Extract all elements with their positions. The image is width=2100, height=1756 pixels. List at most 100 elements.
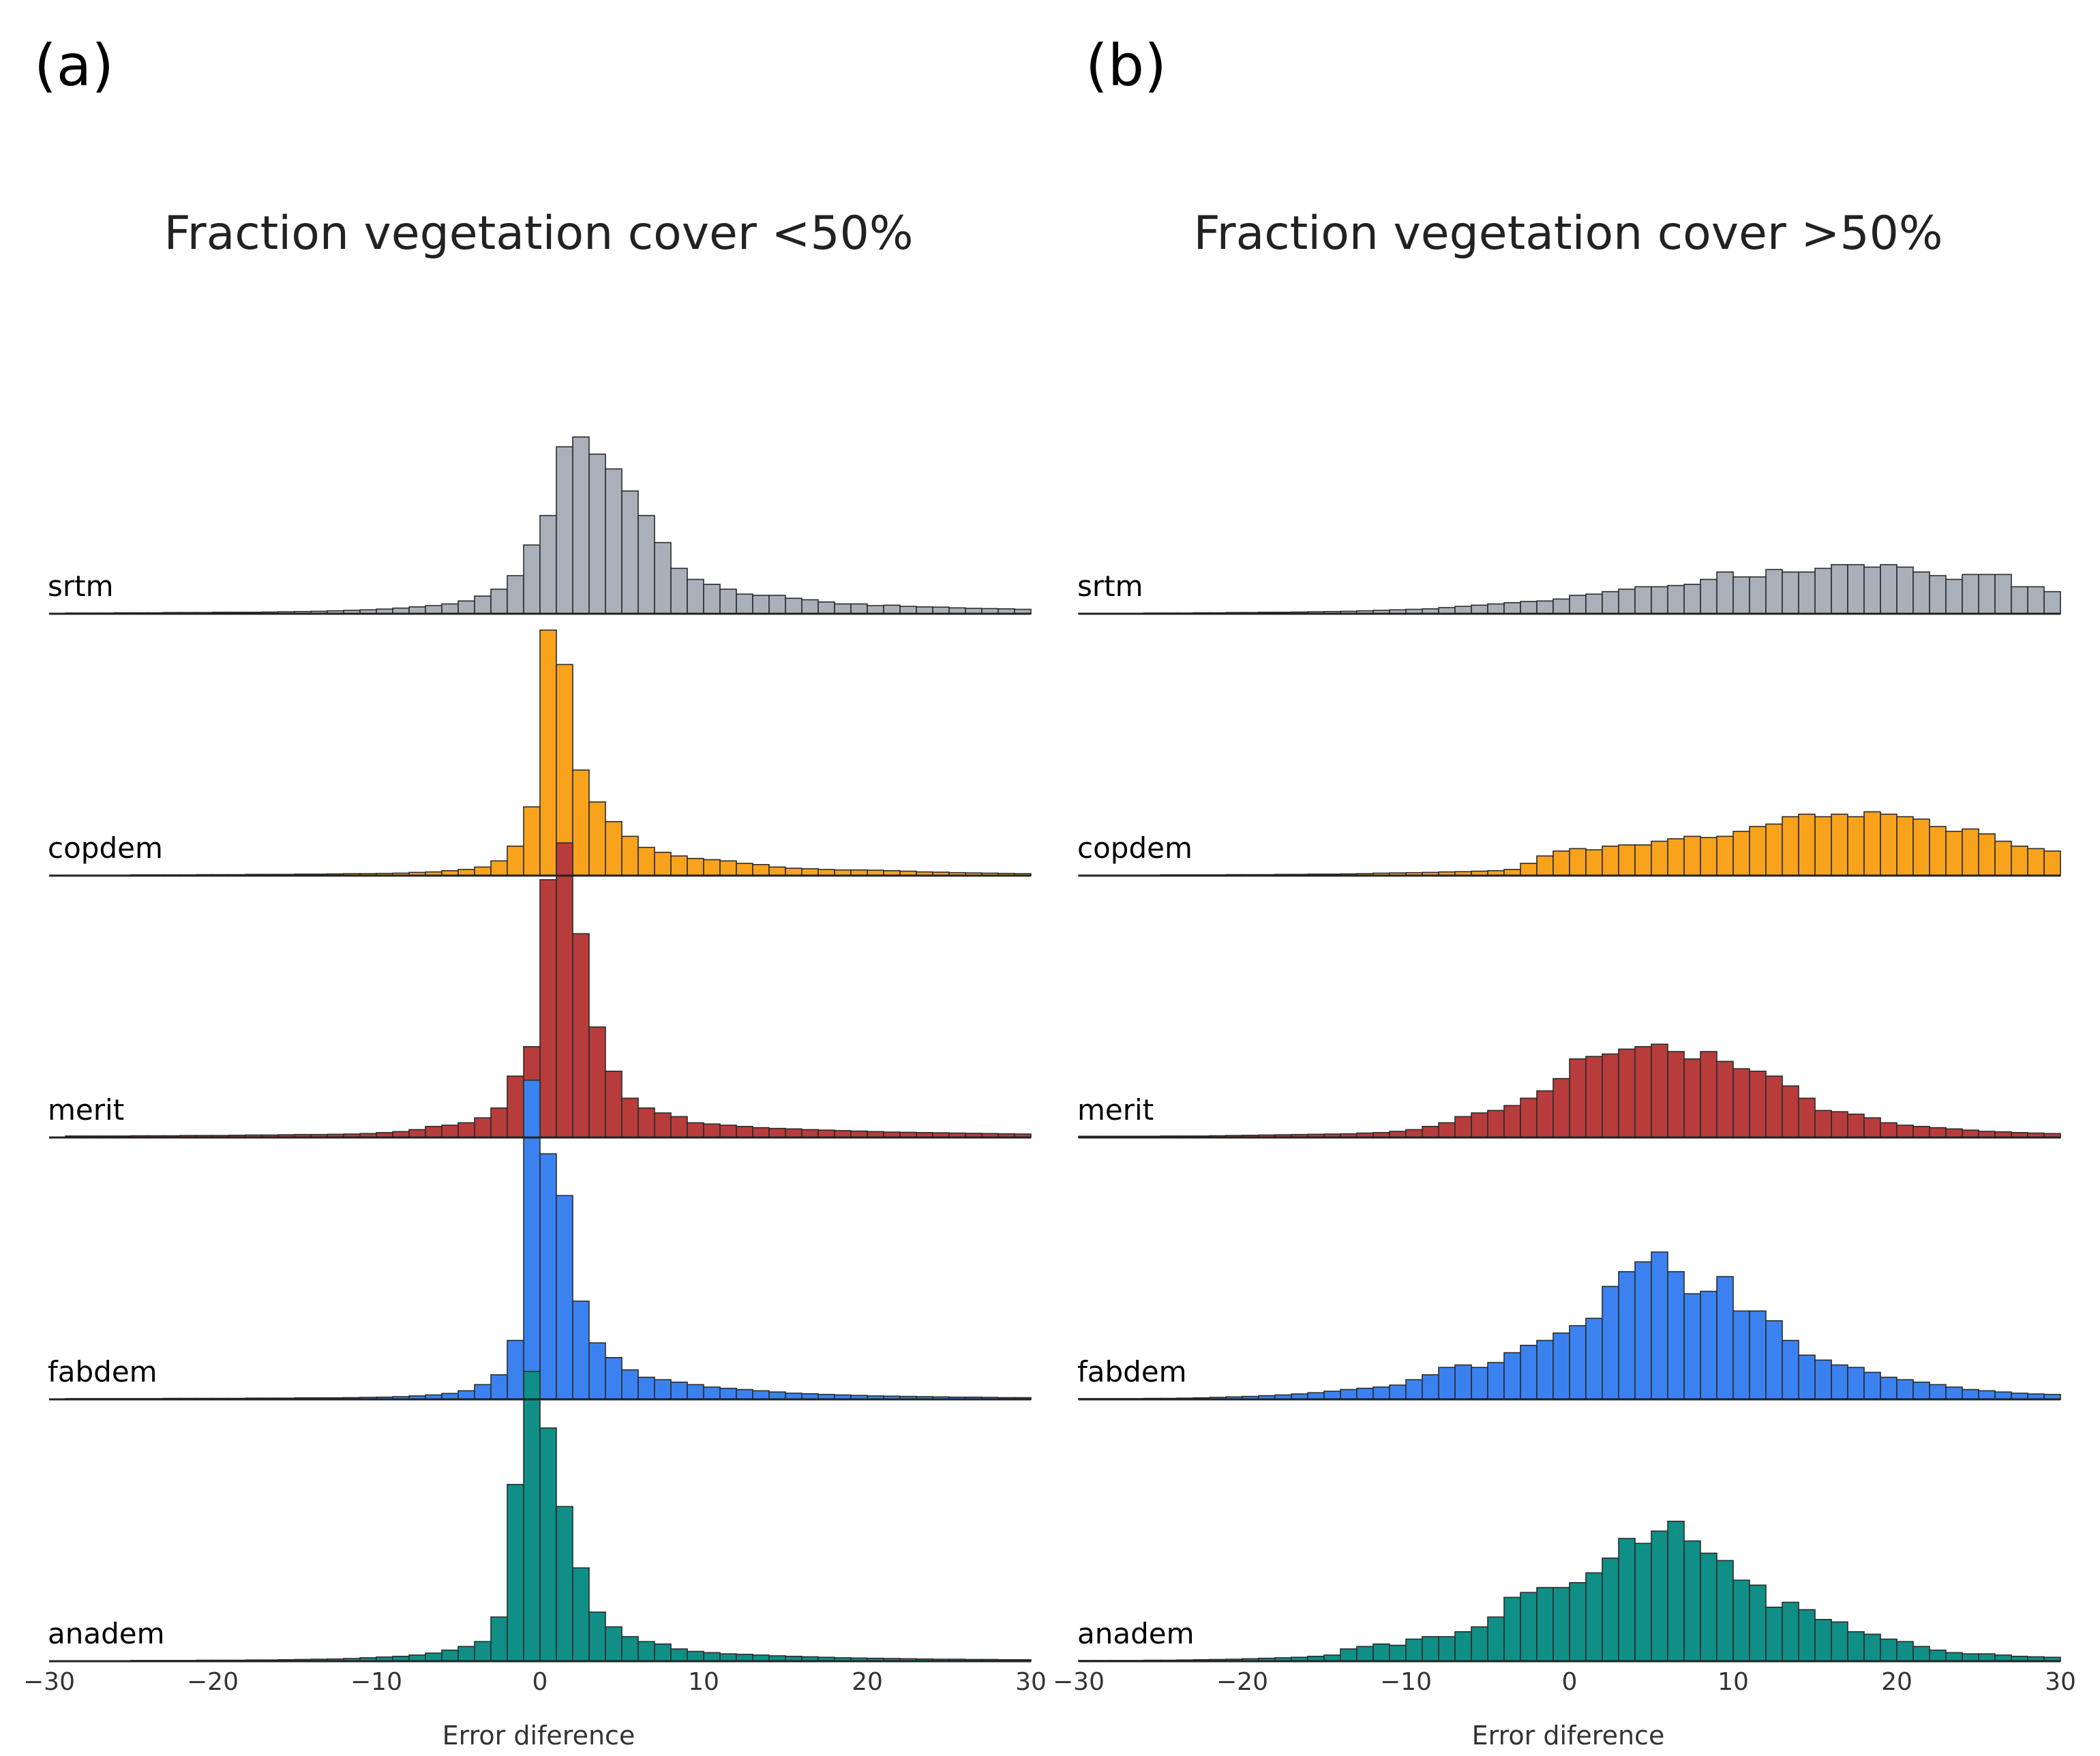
- bar-fabdem-bin--6: [1471, 1367, 1488, 1400]
- bar-anadem-bin-13: [1782, 1601, 1799, 1662]
- bar-anadem-bin--9: [1422, 1636, 1439, 1662]
- bar-copdem-bin-27: [2011, 846, 2028, 876]
- bar-srtm-bin-3: [1618, 589, 1636, 614]
- bar-anadem-bin--6: [1471, 1626, 1488, 1662]
- bar-fabdem-bin-1: [556, 1195, 573, 1400]
- bar-copdem-bin-1: [556, 664, 573, 876]
- bar-anadem-bin-9: [687, 1650, 704, 1662]
- bar-merit-bin-0: [539, 879, 557, 1138]
- bar-fabdem-bin-14: [1798, 1354, 1816, 1400]
- bar-copdem-bin-2: [572, 769, 590, 876]
- x-tick-label: 20: [852, 1668, 883, 1696]
- bar-srtm-bin-19: [1880, 564, 1897, 614]
- bar-srtm-bin--6: [441, 603, 459, 614]
- bar-copdem-bin-12: [736, 863, 753, 876]
- bar-merit-bin--1: [1552, 1077, 1570, 1138]
- bar-merit-bin--3: [490, 1107, 508, 1138]
- bar-fabdem-bin-9: [1716, 1276, 1734, 1400]
- bar-anadem-bin-1: [556, 1506, 573, 1662]
- bar-fabdem-bin--3: [490, 1374, 508, 1400]
- bar-copdem-bin--4: [474, 866, 492, 876]
- x-tick-label: 0: [532, 1668, 548, 1696]
- bar-merit-bin-18: [834, 1130, 852, 1138]
- bar-anadem-bin-0: [539, 1427, 557, 1662]
- bar-copdem-bin-0: [539, 629, 557, 876]
- bar-srtm-bin-22: [899, 606, 917, 614]
- bar-fabdem-bin--7: [1454, 1364, 1472, 1400]
- bar-fabdem-bin-6: [1667, 1271, 1685, 1400]
- bar-merit-bin-13: [752, 1127, 770, 1138]
- bar-srtm-bin-18: [1863, 566, 1881, 614]
- bar-merit-bin-10: [703, 1123, 721, 1138]
- bar-merit-bin-12: [1765, 1075, 1783, 1138]
- bar-fabdem-bin-2: [572, 1300, 590, 1400]
- bar-anadem-bin-24: [1962, 1653, 1979, 1662]
- bar-merit-bin-4: [605, 1071, 622, 1138]
- bar-srtm-bin-24: [1962, 574, 1979, 614]
- bar-merit-bin-15: [1814, 1110, 1832, 1138]
- row-label-merit: merit: [48, 1093, 124, 1127]
- bar-srtm-bin-3: [588, 453, 606, 614]
- bar-merit-bin-16: [1831, 1111, 1848, 1138]
- bar-anadem-bin-14: [1798, 1609, 1816, 1662]
- bar-copdem-bin-8: [1700, 837, 1717, 876]
- bar-merit-bin--4: [474, 1117, 492, 1138]
- bar-merit-bin-9: [687, 1122, 704, 1138]
- bar-fabdem-bin--5: [457, 1390, 475, 1400]
- bar-merit-bin--7: [1454, 1116, 1472, 1138]
- bar-merit-bin-6: [638, 1107, 655, 1138]
- bar-merit-bin-20: [1896, 1125, 1914, 1138]
- bar-fabdem-bin-5: [621, 1369, 639, 1400]
- bar-srtm-bin-23: [916, 606, 933, 614]
- bar-merit-bin-3: [1618, 1048, 1636, 1138]
- x-axis-ticks-a: −30 −20 −10 0 10 20 30: [23, 1668, 1047, 1696]
- bar-merit-bin--8: [408, 1129, 426, 1138]
- bar-fabdem-bin-17: [1847, 1367, 1865, 1400]
- bar-anadem-bin-23: [1945, 1652, 1963, 1662]
- bar-copdem-bin-3: [588, 801, 606, 876]
- bar-merit-bin-2: [1602, 1053, 1619, 1138]
- bar-copdem-bin-15: [1814, 816, 1832, 876]
- bar-copdem-bin-16: [801, 868, 819, 876]
- bar-fabdem-bin-3: [588, 1342, 606, 1400]
- bar-copdem-bin-8: [670, 855, 688, 876]
- bar-merit-bin-17: [817, 1129, 835, 1138]
- bar-copdem-bin-28: [2027, 848, 2045, 876]
- bar-merit-bin-9: [1716, 1060, 1734, 1138]
- bar-fabdem-bin-13: [1782, 1339, 1799, 1400]
- bar-srtm-bin-8: [1700, 578, 1717, 614]
- row-label-anadem: anadem: [48, 1617, 165, 1650]
- bar-merit-bin-11: [719, 1125, 737, 1138]
- bar-fabdem-bin-16: [1831, 1364, 1848, 1400]
- bar-merit-bin-23: [1945, 1128, 1963, 1138]
- bar-fabdem-bin--10: [1405, 1379, 1423, 1400]
- bar-copdem-bin-10: [703, 859, 721, 876]
- bar-srtm-bin-15: [785, 597, 802, 614]
- bar-anadem-bin-12: [736, 1654, 753, 1662]
- bar-srtm-bin-16: [801, 599, 819, 614]
- bar-fabdem-bin-25: [1978, 1390, 1996, 1400]
- row-label-fabdem: fabdem: [1077, 1355, 1187, 1388]
- bar-merit-bin--2: [1536, 1090, 1554, 1138]
- bar-merit-bin--9: [1422, 1126, 1439, 1138]
- bar-merit-bin--6: [1471, 1112, 1488, 1138]
- x-tick-label: −30: [1053, 1668, 1105, 1696]
- bar-fabdem-bin-4: [605, 1357, 622, 1400]
- bar-fabdem-bin--13: [1356, 1388, 1374, 1400]
- bar-srtm-bin-17: [1847, 564, 1865, 614]
- bar-srtm-bin-21: [883, 604, 901, 614]
- bar-copdem-bin-1: [1585, 849, 1603, 876]
- bar-copdem-bin-19: [1880, 814, 1897, 876]
- bar-srtm-bin-7: [1683, 583, 1701, 614]
- bar-copdem-bin-17: [1847, 816, 1865, 876]
- bar-anadem-bin--5: [457, 1646, 475, 1662]
- bar-fabdem-bin--2: [1536, 1339, 1554, 1400]
- bar-anadem-bin-11: [719, 1653, 737, 1662]
- x-tick-label: 0: [1562, 1668, 1578, 1696]
- bar-copdem-bin-9: [1716, 835, 1734, 876]
- bar-merit-bin-14: [768, 1127, 786, 1138]
- x-tick-label: −10: [1380, 1668, 1432, 1696]
- row-label-srtm: srtm: [1077, 569, 1143, 603]
- bar-srtm-bin--3: [1520, 601, 1537, 614]
